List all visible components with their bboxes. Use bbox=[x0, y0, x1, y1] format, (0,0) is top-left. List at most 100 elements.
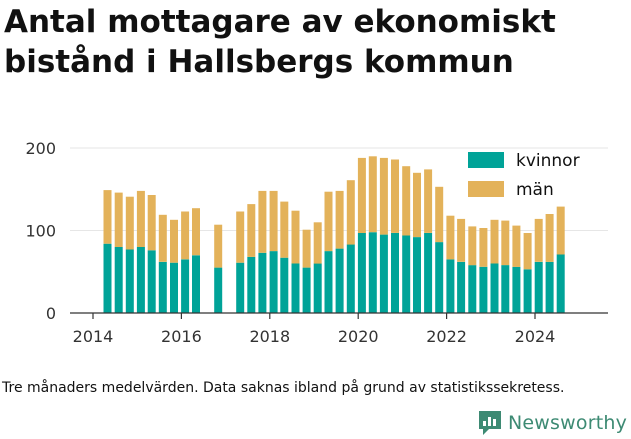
bar-man bbox=[258, 190, 267, 253]
bar-man bbox=[324, 191, 333, 252]
bar-kvinnor bbox=[446, 259, 455, 313]
bar-kvinnor bbox=[214, 267, 223, 313]
bar-man bbox=[490, 219, 499, 264]
bar-man bbox=[556, 206, 565, 255]
y-tick-label: 0 bbox=[46, 304, 56, 323]
bar-man bbox=[545, 214, 554, 262]
bar-man bbox=[147, 195, 156, 251]
bar-man bbox=[512, 225, 521, 267]
x-tick-label: 2024 bbox=[515, 327, 556, 346]
bar-man bbox=[424, 169, 433, 233]
bar-man bbox=[125, 196, 134, 250]
bar-kvinnor bbox=[402, 235, 411, 313]
bar-man bbox=[302, 229, 311, 268]
bar-kvinnor bbox=[457, 261, 466, 313]
bar-man bbox=[103, 190, 112, 244]
chart-title: Antal mottagare av ekonomiskt bistånd i … bbox=[4, 4, 556, 80]
legend-swatch-man bbox=[468, 181, 504, 197]
bar-man bbox=[501, 220, 510, 266]
bar-kvinnor bbox=[479, 266, 488, 313]
bar-kvinnor bbox=[545, 261, 554, 313]
bar-kvinnor bbox=[468, 265, 477, 313]
bar-man bbox=[280, 201, 289, 258]
bar-man bbox=[457, 218, 466, 262]
bar-kvinnor bbox=[534, 261, 543, 313]
bar-kvinnor bbox=[269, 251, 278, 313]
bar-kvinnor bbox=[379, 234, 388, 313]
bar-man bbox=[346, 180, 355, 245]
bar-kvinnor bbox=[125, 249, 134, 313]
bar-man bbox=[247, 204, 256, 257]
bar-man bbox=[136, 190, 145, 247]
bar-kvinnor bbox=[170, 262, 178, 313]
bar-kvinnor bbox=[556, 254, 565, 313]
bar-man bbox=[236, 211, 245, 263]
newsworthy-logo-icon bbox=[479, 411, 501, 435]
bar-kvinnor bbox=[291, 263, 300, 313]
y-tick-label: 100 bbox=[25, 222, 56, 241]
bar-kvinnor bbox=[335, 248, 344, 313]
bar-kvinnor bbox=[523, 269, 532, 313]
bar-kvinnor bbox=[424, 233, 433, 313]
bar-man bbox=[158, 214, 167, 262]
x-axis: 2014 2016 2018 2020 2022 2024 bbox=[70, 312, 608, 346]
bar-kvinnor bbox=[368, 232, 377, 313]
bar-kvinnor bbox=[490, 263, 499, 313]
bar-kvinnor bbox=[391, 233, 399, 313]
bar-man bbox=[214, 224, 223, 268]
bar-kvinnor bbox=[512, 266, 521, 313]
bar-kvinnor bbox=[435, 242, 444, 313]
bar-man bbox=[402, 166, 411, 236]
bar-man bbox=[291, 210, 300, 264]
x-tick-label: 2022 bbox=[426, 327, 467, 346]
bar-kvinnor bbox=[147, 250, 156, 313]
bar-man bbox=[114, 192, 123, 247]
brand-logo[interactable]: Newsworthy bbox=[477, 408, 627, 438]
x-tick-label: 2014 bbox=[73, 327, 114, 346]
bar-man bbox=[313, 222, 322, 264]
legend-label-man: män bbox=[516, 180, 554, 200]
brand-name: Newsworthy bbox=[508, 412, 628, 434]
bar-man bbox=[391, 159, 399, 233]
bar-kvinnor bbox=[181, 259, 190, 313]
bar-kvinnor bbox=[247, 256, 256, 313]
bar-man bbox=[479, 228, 488, 267]
bar-man bbox=[446, 215, 455, 260]
bar-man bbox=[192, 208, 200, 256]
bar-kvinnor bbox=[114, 247, 123, 313]
bar-chart: 0 100 200 2014 2016 2018 2020 2022 2024 kvinnor… bbox=[25, 139, 608, 346]
legend: kvinnor män bbox=[468, 151, 580, 200]
x-tick-label: 2020 bbox=[338, 327, 379, 346]
bar-kvinnor bbox=[158, 261, 167, 313]
bar-man bbox=[468, 226, 477, 266]
bar-kvinnor bbox=[313, 263, 322, 313]
bar-kvinnor bbox=[357, 233, 366, 313]
bar-man bbox=[523, 233, 532, 270]
bar-kvinnor bbox=[136, 247, 145, 313]
bar-man bbox=[357, 157, 366, 233]
bar-kvinnor bbox=[302, 267, 311, 313]
bar-kvinnor bbox=[501, 265, 510, 313]
y-axis-tick-labels: 0 100 200 bbox=[25, 139, 56, 323]
bar-man bbox=[368, 156, 377, 233]
bar-man bbox=[335, 190, 344, 249]
y-tick-label: 200 bbox=[25, 139, 56, 158]
x-tick-label: 2016 bbox=[161, 327, 202, 346]
bar-man bbox=[269, 190, 278, 252]
bar-kvinnor bbox=[192, 255, 200, 314]
x-tick-label: 2018 bbox=[249, 327, 290, 346]
bar-kvinnor bbox=[413, 237, 421, 313]
bar-man bbox=[413, 172, 421, 238]
footnote: Tre månaders medelvärden. Data saknas ib… bbox=[2, 380, 565, 396]
bar-kvinnor bbox=[236, 262, 245, 313]
bar-kvinnor bbox=[324, 251, 333, 313]
bar-man bbox=[379, 157, 388, 235]
legend-label-kvinnor: kvinnor bbox=[516, 151, 580, 171]
bar-kvinnor bbox=[346, 244, 355, 313]
bar-man bbox=[170, 219, 178, 263]
bars bbox=[103, 156, 565, 314]
bar-man bbox=[181, 211, 190, 260]
bar-kvinnor bbox=[103, 243, 112, 313]
bar-kvinnor bbox=[280, 257, 289, 313]
legend-swatch-kvinnor bbox=[468, 152, 504, 168]
